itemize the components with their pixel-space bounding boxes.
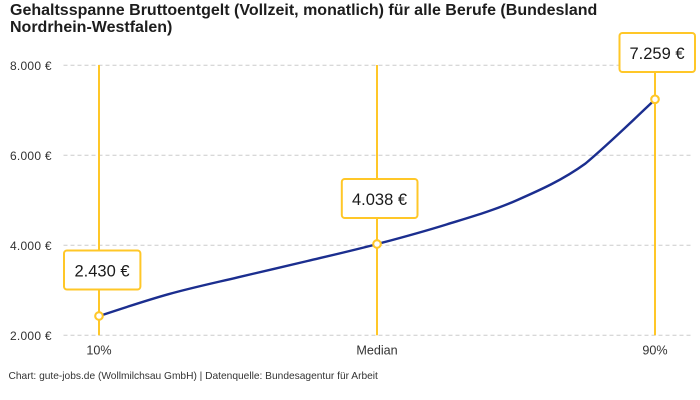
svg-text:4.038 €: 4.038 €: [352, 191, 407, 209]
svg-text:6.000 €: 6.000 €: [10, 149, 52, 163]
svg-text:10%: 10%: [86, 344, 111, 358]
svg-text:2.430 €: 2.430 €: [74, 263, 129, 281]
svg-text:Median: Median: [356, 344, 397, 358]
svg-text:2.000 €: 2.000 €: [10, 329, 52, 343]
svg-text:8.000 €: 8.000 €: [10, 59, 52, 73]
svg-text:7.259 €: 7.259 €: [629, 45, 684, 63]
svg-text:4.000 €: 4.000 €: [10, 239, 52, 253]
svg-text:90%: 90%: [642, 344, 667, 358]
